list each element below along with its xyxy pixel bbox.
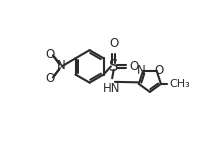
Text: HN: HN (103, 82, 120, 95)
Text: N: N (137, 64, 146, 77)
Text: CH₃: CH₃ (170, 79, 190, 89)
Text: O: O (45, 48, 54, 61)
Text: S: S (109, 59, 118, 74)
Text: O: O (129, 60, 138, 73)
Text: N: N (57, 59, 65, 72)
Text: O: O (45, 72, 54, 85)
Text: O: O (154, 64, 163, 77)
Text: O: O (109, 37, 118, 51)
